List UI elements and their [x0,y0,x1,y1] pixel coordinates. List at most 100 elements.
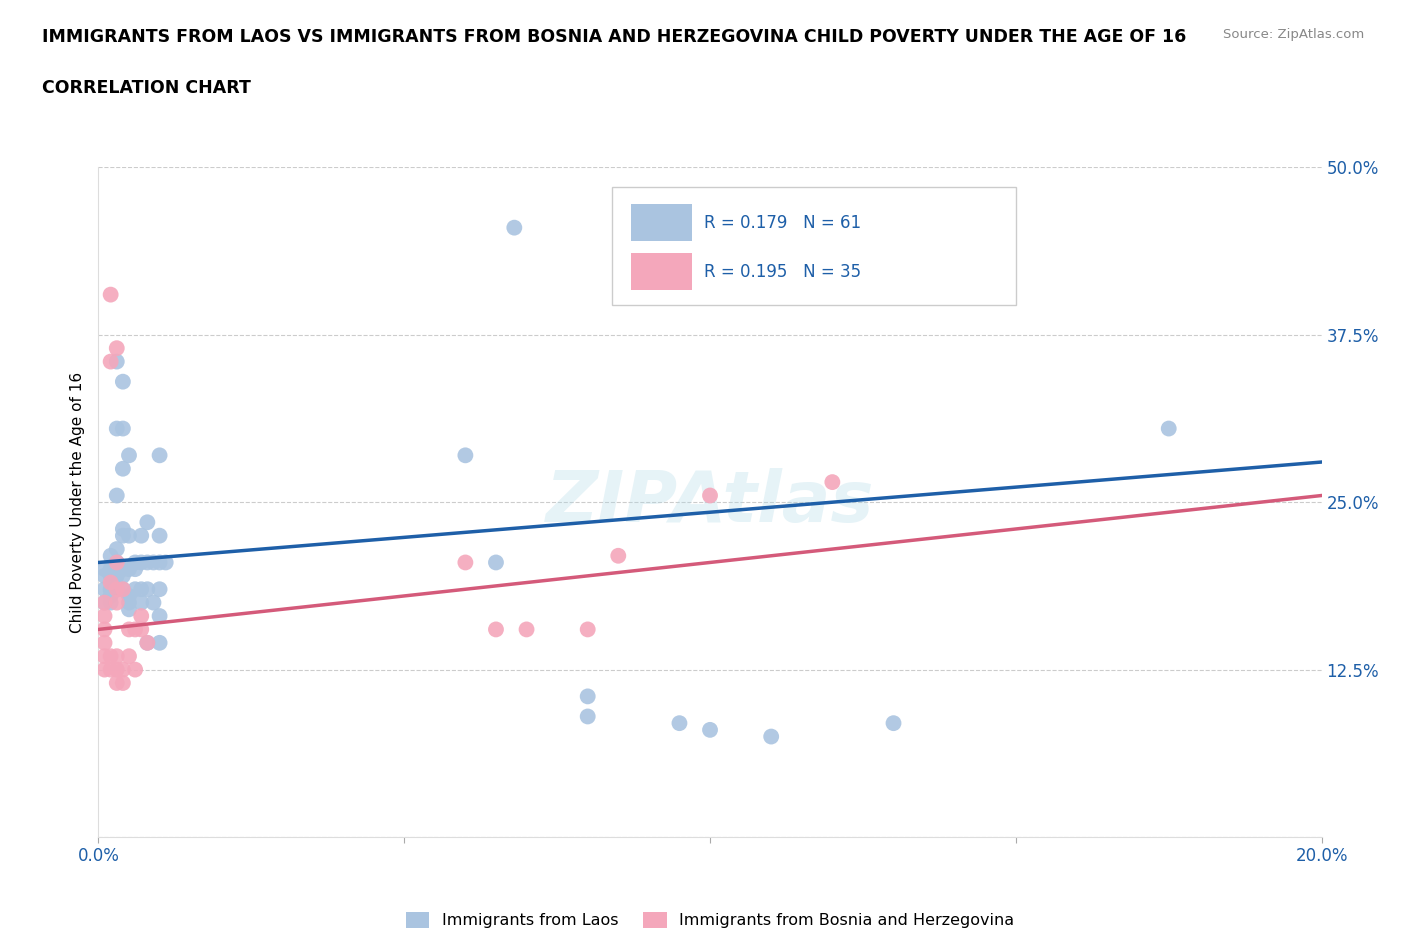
Point [118,649,141,664]
Point [516,622,538,637]
Point [100,589,122,604]
Point [105,354,128,369]
Point [111,582,134,597]
Point [124,582,146,597]
Point [118,562,141,577]
Point [93,622,115,637]
Point [124,555,146,570]
Point [111,522,134,537]
Point [93,595,115,610]
Point [124,662,146,677]
Point [93,608,115,623]
Text: ZIPAtlas: ZIPAtlas [546,468,875,537]
Point [576,689,599,704]
Point [105,555,128,570]
Point [668,716,690,731]
Point [111,568,134,583]
Point [136,582,159,597]
Point [111,528,134,543]
Point [149,555,172,570]
Point [100,287,122,302]
Point [129,622,152,637]
Point [136,635,159,650]
Text: IMMIGRANTS FROM LAOS VS IMMIGRANTS FROM BOSNIA AND HERZEGOVINA CHILD POVERTY UND: IMMIGRANTS FROM LAOS VS IMMIGRANTS FROM … [42,28,1187,46]
Text: R = 0.179   N = 61: R = 0.179 N = 61 [704,214,860,232]
Point [149,635,172,650]
Point [93,595,115,610]
Point [100,649,122,664]
Point [100,562,122,577]
Point [93,582,115,597]
Point [118,622,141,637]
Point [93,662,115,677]
Point [111,662,134,677]
Bar [630,205,692,241]
Point [142,595,165,610]
Point [100,662,122,677]
Point [118,448,141,463]
Point [105,582,128,597]
Point [129,528,152,543]
Point [105,340,128,355]
Point [111,675,134,690]
Point [105,649,128,664]
Point [155,555,177,570]
Point [105,421,128,436]
Point [503,220,526,235]
Point [111,421,134,436]
Point [93,635,115,650]
Point [93,568,115,583]
Point [105,541,128,556]
Point [105,675,128,690]
Point [576,622,599,637]
Point [111,582,134,597]
Point [149,608,172,623]
Point [454,555,477,570]
Point [149,448,172,463]
Text: Source: ZipAtlas.com: Source: ZipAtlas.com [1223,28,1364,41]
Y-axis label: Child Poverty Under the Age of 16: Child Poverty Under the Age of 16 [69,372,84,632]
Text: CORRELATION CHART: CORRELATION CHART [42,79,252,97]
Point [93,649,115,664]
Point [759,729,782,744]
Point [105,555,128,570]
Point [118,589,141,604]
Legend: Immigrants from Laos, Immigrants from Bosnia and Herzegovina: Immigrants from Laos, Immigrants from Bo… [399,905,1021,930]
Point [124,562,146,577]
Point [129,595,152,610]
Point [142,555,165,570]
Point [699,723,721,737]
Point [100,575,122,590]
Point [100,354,122,369]
FancyBboxPatch shape [612,188,1015,305]
Point [136,635,159,650]
Point [93,562,115,577]
Point [118,528,141,543]
Point [576,709,599,724]
Bar [630,253,692,290]
Point [136,515,159,530]
Point [100,595,122,610]
Point [105,582,128,597]
Point [129,555,152,570]
Point [105,488,128,503]
Point [821,474,844,489]
Point [129,582,152,597]
Point [883,716,905,731]
Text: R = 0.195   N = 35: R = 0.195 N = 35 [704,263,860,281]
Point [129,608,152,623]
Point [607,549,630,564]
Point [118,602,141,617]
Point [111,461,134,476]
Point [100,582,122,597]
Point [105,595,128,610]
Point [136,555,159,570]
Point [111,562,134,577]
Point [1157,421,1180,436]
Point [149,528,172,543]
Point [105,662,128,677]
Point [485,622,508,637]
Point [699,488,721,503]
Point [485,555,508,570]
Point [454,448,477,463]
